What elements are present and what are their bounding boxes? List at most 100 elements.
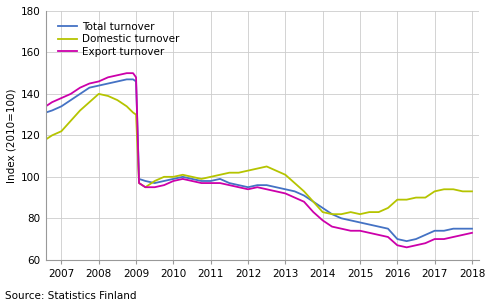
Export turnover <box>469 231 475 235</box>
Total turnover <box>142 179 148 183</box>
Total turnover <box>292 189 298 193</box>
Domestic turnover <box>161 175 167 179</box>
Export turnover <box>217 181 223 185</box>
Export turnover <box>282 192 288 195</box>
Total turnover <box>404 239 410 243</box>
Total turnover <box>130 78 136 81</box>
Total turnover <box>320 206 326 210</box>
Total turnover <box>236 183 242 187</box>
Line: Total turnover: Total turnover <box>46 79 472 241</box>
Export turnover <box>385 235 391 239</box>
Domestic turnover <box>114 98 120 102</box>
Domestic turnover <box>171 175 176 179</box>
Total turnover <box>348 219 353 222</box>
Export turnover <box>311 210 317 214</box>
Export turnover <box>130 71 136 75</box>
Export turnover <box>86 82 92 85</box>
Export turnover <box>254 185 260 189</box>
Total turnover <box>394 237 400 241</box>
Export turnover <box>49 100 55 104</box>
Export turnover <box>198 181 204 185</box>
Total turnover <box>136 177 142 181</box>
Export turnover <box>68 92 73 96</box>
Total turnover <box>366 223 372 226</box>
Export turnover <box>338 227 344 230</box>
Domestic turnover <box>105 94 111 98</box>
Domestic turnover <box>394 198 400 202</box>
Export turnover <box>329 225 335 228</box>
Domestic turnover <box>311 200 317 204</box>
Total turnover <box>451 227 457 230</box>
Export turnover <box>180 177 186 181</box>
Total turnover <box>459 227 465 230</box>
Domestic turnover <box>59 130 65 133</box>
Export turnover <box>124 71 130 75</box>
Export turnover <box>273 189 279 193</box>
Domestic turnover <box>77 109 83 112</box>
Total turnover <box>180 175 186 179</box>
Export turnover <box>226 183 232 187</box>
Export turnover <box>404 246 410 249</box>
Total turnover <box>161 179 167 183</box>
Total turnover <box>376 225 382 228</box>
Domestic turnover <box>133 113 139 116</box>
Domestic turnover <box>152 179 158 183</box>
Export turnover <box>301 200 307 204</box>
Total turnover <box>208 179 213 183</box>
Export turnover <box>413 244 419 247</box>
Domestic turnover <box>236 171 242 174</box>
Domestic turnover <box>226 171 232 174</box>
Domestic turnover <box>142 185 148 189</box>
Domestic turnover <box>43 138 49 141</box>
Export turnover <box>133 75 139 79</box>
Export turnover <box>208 181 213 185</box>
Total turnover <box>282 188 288 191</box>
Total turnover <box>385 227 391 230</box>
Domestic turnover <box>86 100 92 104</box>
Total turnover <box>124 78 130 81</box>
Domestic turnover <box>136 181 142 185</box>
Domestic turnover <box>357 212 363 216</box>
Export turnover <box>366 231 372 235</box>
Domestic turnover <box>208 175 213 179</box>
Export turnover <box>171 179 176 183</box>
Export turnover <box>59 96 65 100</box>
Total turnover <box>245 185 251 189</box>
Export turnover <box>451 235 457 239</box>
Domestic turnover <box>96 92 102 96</box>
Total turnover <box>114 80 120 83</box>
Export turnover <box>142 185 148 189</box>
Total turnover <box>441 229 447 233</box>
Domestic turnover <box>451 188 457 191</box>
Export turnover <box>394 244 400 247</box>
Domestic turnover <box>282 173 288 177</box>
Domestic turnover <box>254 167 260 170</box>
Total turnover <box>254 183 260 187</box>
Line: Export turnover: Export turnover <box>46 73 472 247</box>
Domestic turnover <box>423 196 428 199</box>
Export turnover <box>459 233 465 237</box>
Export turnover <box>245 188 251 191</box>
Domestic turnover <box>273 169 279 172</box>
Domestic turnover <box>348 210 353 214</box>
Line: Domestic turnover: Domestic turnover <box>46 94 472 214</box>
Domestic turnover <box>130 111 136 114</box>
Total turnover <box>49 109 55 112</box>
Domestic turnover <box>432 189 438 193</box>
Total turnover <box>133 80 139 83</box>
Domestic turnover <box>366 210 372 214</box>
Export turnover <box>320 219 326 222</box>
Total turnover <box>413 237 419 241</box>
Total turnover <box>59 105 65 108</box>
Total turnover <box>432 229 438 233</box>
Export turnover <box>114 73 120 77</box>
Domestic turnover <box>189 175 195 179</box>
Domestic turnover <box>301 189 307 193</box>
Total turnover <box>301 194 307 197</box>
Domestic turnover <box>404 198 410 202</box>
Domestic turnover <box>469 189 475 193</box>
Domestic turnover <box>376 210 382 214</box>
Domestic turnover <box>320 210 326 214</box>
Export turnover <box>348 229 353 233</box>
Domestic turnover <box>441 188 447 191</box>
